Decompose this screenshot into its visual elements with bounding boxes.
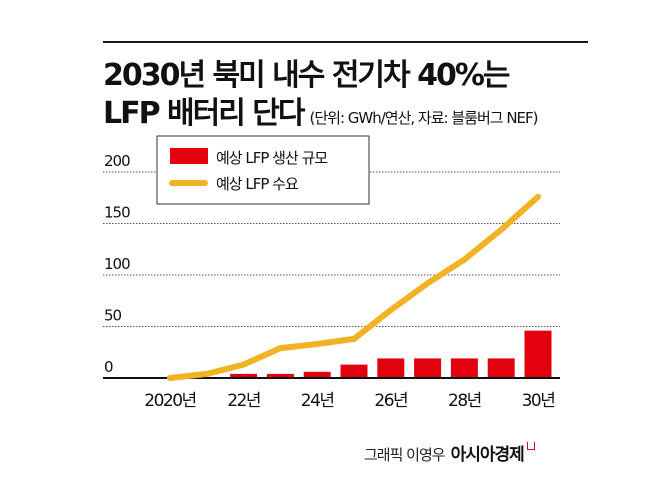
bar <box>303 371 331 378</box>
x-tick-label: 22년 <box>227 391 260 411</box>
y-axis-ticks: 0 50 100 150 200 <box>104 152 131 376</box>
bar-series <box>193 330 552 378</box>
y-tick-label: 100 <box>104 255 130 273</box>
bar <box>487 358 515 378</box>
bar <box>340 364 368 378</box>
chart-title-line2-text: LFP 배터리 단다 <box>103 96 305 131</box>
x-tick-label: 28년 <box>448 391 481 411</box>
bar <box>230 373 258 378</box>
legend-bar-label: 예상 LFP 생산 규모 <box>216 149 328 167</box>
bar <box>450 358 478 378</box>
legend-box <box>156 135 370 205</box>
brand-logo: 아시아경제 <box>450 445 525 465</box>
title-rule <box>103 41 588 43</box>
x-axis-ticks: 2020년 22년 24년 26년 28년 30년 <box>144 391 556 411</box>
chart-title-line2: LFP 배터리 단다 (단위: GWh/연산, 자료: 블룸버그 NEF) <box>103 88 539 132</box>
bar <box>524 330 552 378</box>
legend: 예상 LFP 생산 규모 예상 LFP 수요 <box>156 135 370 205</box>
x-tick-label: 2020년 <box>144 391 195 411</box>
bar <box>414 358 442 378</box>
y-tick-label: 0 <box>104 358 113 376</box>
y-tick-label: 50 <box>104 307 122 325</box>
bar <box>266 373 294 378</box>
y-tick-label: 200 <box>104 152 130 170</box>
chart-subtitle: (단위: GWh/연산, 자료: 블룸버그 NEF) <box>309 109 539 127</box>
credit-byline: 그래픽 이영우 <box>364 446 446 464</box>
legend-bar-swatch <box>170 148 208 164</box>
bar <box>377 358 405 378</box>
line-series <box>167 193 541 381</box>
x-tick-label: 24년 <box>301 391 334 411</box>
x-tick-label: 30년 <box>522 391 555 411</box>
legend-line-label: 예상 LFP 수요 <box>216 175 299 193</box>
brand-mark-icon <box>526 442 535 450</box>
x-tick-label: 26년 <box>374 391 407 411</box>
credit: 그래픽 이영우 아시아경제 <box>364 440 535 465</box>
demand-line <box>167 193 541 381</box>
y-tick-label: 150 <box>104 204 130 222</box>
chart-title-line1: 2030년 북미 내수 전기차 40%는 <box>103 58 510 93</box>
